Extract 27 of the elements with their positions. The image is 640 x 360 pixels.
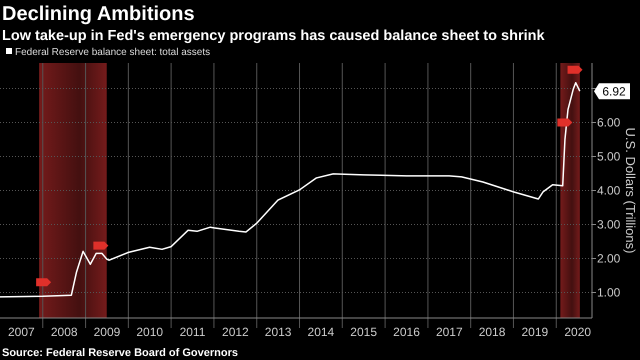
x-tick-label: 2007 bbox=[8, 325, 35, 339]
annotation: 6.92 bbox=[602, 84, 626, 98]
x-tick-label: 2020 bbox=[564, 325, 592, 339]
y-tick-label: 2.00 bbox=[597, 252, 621, 266]
x-tick-label: 2015 bbox=[350, 325, 378, 339]
x-tick-label: 2016 bbox=[393, 325, 420, 339]
chart-subtitle: Low take-up in Fed's emergency programs has caused balance sheet to shrink bbox=[2, 28, 546, 44]
x-tick-label: 2019 bbox=[521, 325, 548, 339]
x-tick-label: 2008 bbox=[50, 325, 78, 339]
y-tick-label: 5.00 bbox=[597, 150, 621, 164]
y-tick-label: 4.00 bbox=[597, 184, 621, 198]
source-note: Source: Federal Reserve Board of Governors bbox=[2, 347, 238, 359]
line-series bbox=[0, 82, 581, 298]
x-tick-label: 2014 bbox=[308, 325, 335, 339]
x-tick-label: 2013 bbox=[264, 325, 292, 339]
y-axis-title: U.S. Dollars (Trillions) bbox=[623, 128, 638, 254]
x-tick-label: 2017 bbox=[436, 325, 463, 339]
y-tick-label: 1.00 bbox=[597, 286, 621, 300]
chart-title: Declining Ambitions bbox=[2, 3, 195, 25]
legend-label: Federal Reserve balance sheet: total assets bbox=[15, 47, 210, 58]
x-tick-label: 2012 bbox=[222, 325, 250, 339]
y-tick-label: 6.00 bbox=[597, 116, 621, 130]
x-tick-label: 2018 bbox=[478, 325, 506, 339]
x-tick-label: 2011 bbox=[180, 325, 206, 339]
x-tick-label: 2009 bbox=[94, 325, 121, 339]
y-tick-label: 3.00 bbox=[597, 218, 621, 232]
x-tick-label: 2010 bbox=[136, 325, 164, 339]
